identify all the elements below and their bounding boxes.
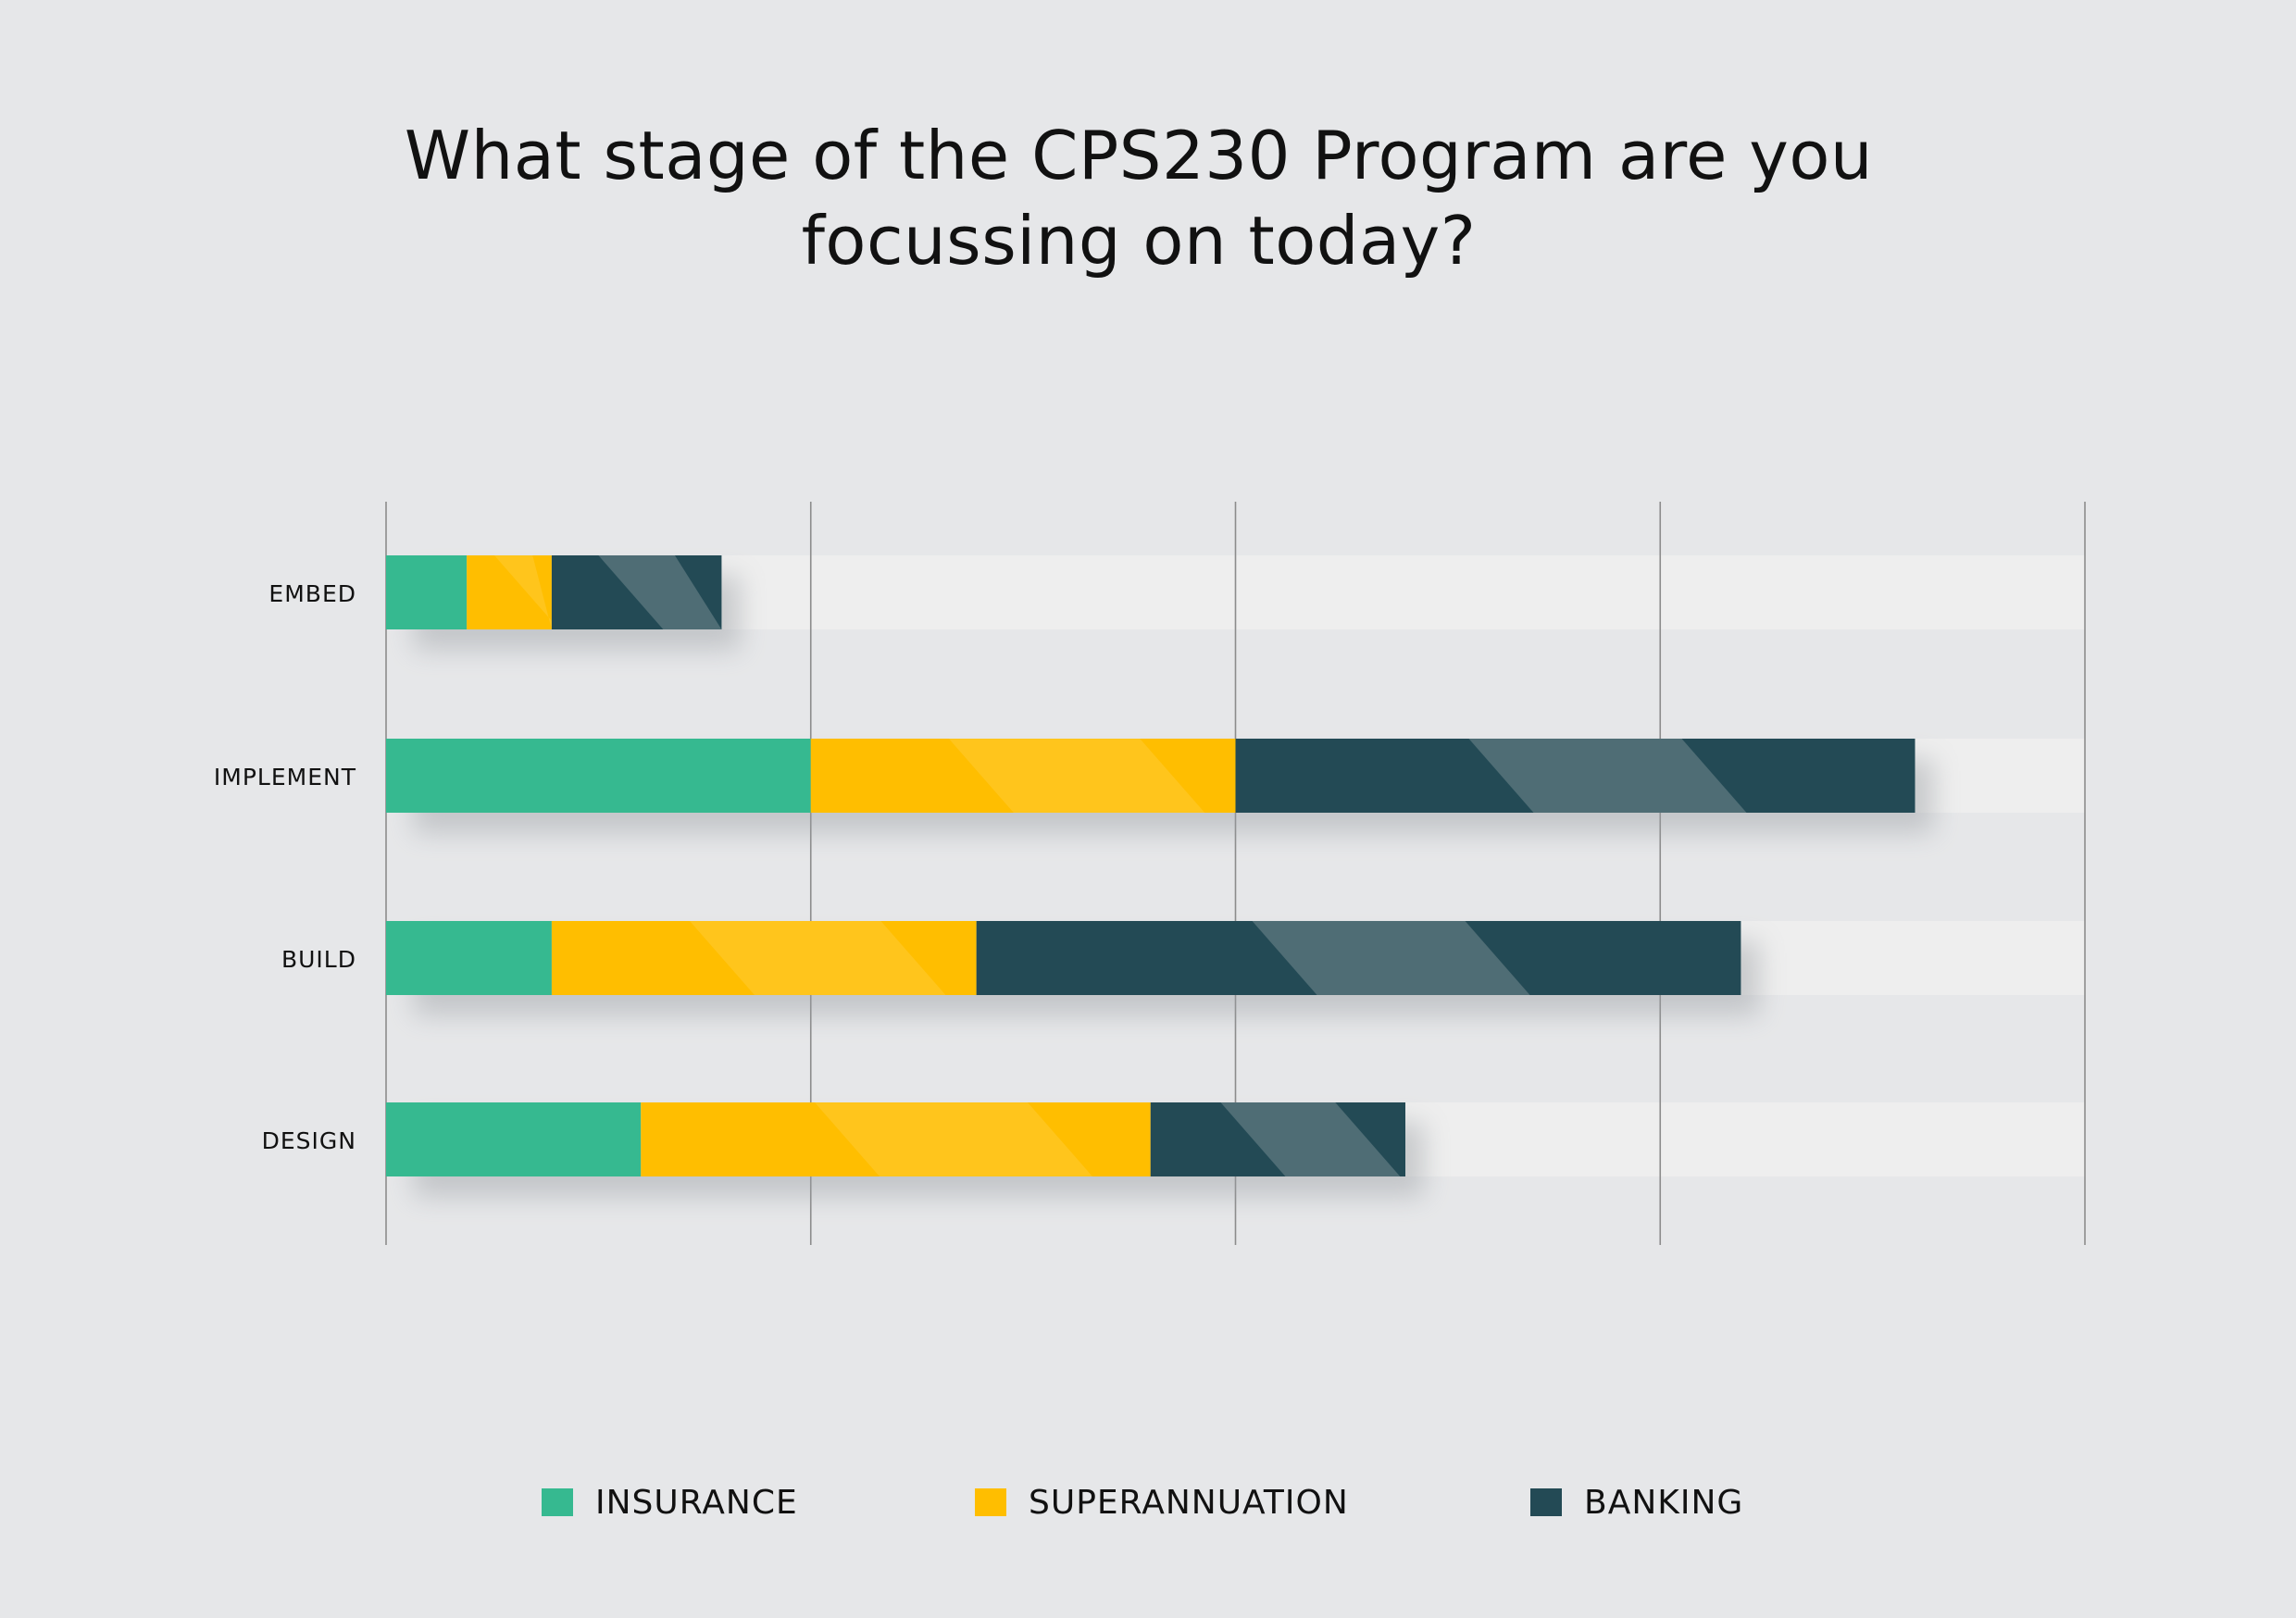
bar-highlight-superannuation-design xyxy=(815,1102,1093,1176)
category-label-build: BUILD xyxy=(281,946,356,973)
bar-highlight-superannuation-build xyxy=(690,921,946,995)
category-label-embed: EMBED xyxy=(268,580,356,607)
bar-highlight-banking-implement xyxy=(1468,739,1747,813)
bar-segment-insurance-implement xyxy=(386,739,811,813)
bar-highlight-banking-build xyxy=(1252,921,1530,995)
legend-item-insurance: INSURANCE xyxy=(542,1479,798,1525)
bar-highlight-banking-embed xyxy=(598,555,722,629)
chart-title-line-1: What stage of the CPS230 Program are you xyxy=(404,117,1874,194)
legend-label-insurance: INSURANCE xyxy=(595,1483,798,1522)
legend-swatch-superannuation xyxy=(975,1488,1006,1516)
legend: INSURANCE SUPERANNUATION BANKING xyxy=(0,1479,2296,1525)
legend-swatch-insurance xyxy=(542,1488,573,1516)
bar-segment-insurance-design xyxy=(386,1102,642,1176)
bar-segment-insurance-embed xyxy=(386,555,468,629)
chart-title: What stage of the CPS230 Program are you… xyxy=(315,113,1963,283)
legend-label-banking: BANKING xyxy=(1584,1483,1744,1522)
bar-highlight-superannuation-implement xyxy=(948,739,1205,813)
category-label-implement: IMPLEMENT xyxy=(214,764,356,790)
legend-item-superannuation: SUPERANNUATION xyxy=(975,1479,1349,1525)
bar-segment-insurance-build xyxy=(386,921,552,995)
bar-highlight-superannuation-embed xyxy=(493,555,559,629)
category-label-design: DESIGN xyxy=(262,1127,356,1154)
chart-title-line-2: focussing on today? xyxy=(801,202,1477,280)
legend-label-superannuation: SUPERANNUATION xyxy=(1029,1483,1349,1522)
bar-highlight-banking-design xyxy=(1220,1102,1401,1176)
legend-swatch-banking xyxy=(1530,1488,1562,1516)
legend-item-banking: BANKING xyxy=(1530,1479,1743,1525)
